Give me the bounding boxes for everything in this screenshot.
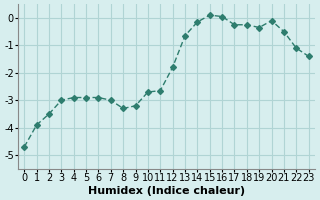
X-axis label: Humidex (Indice chaleur): Humidex (Indice chaleur) (88, 186, 245, 196)
